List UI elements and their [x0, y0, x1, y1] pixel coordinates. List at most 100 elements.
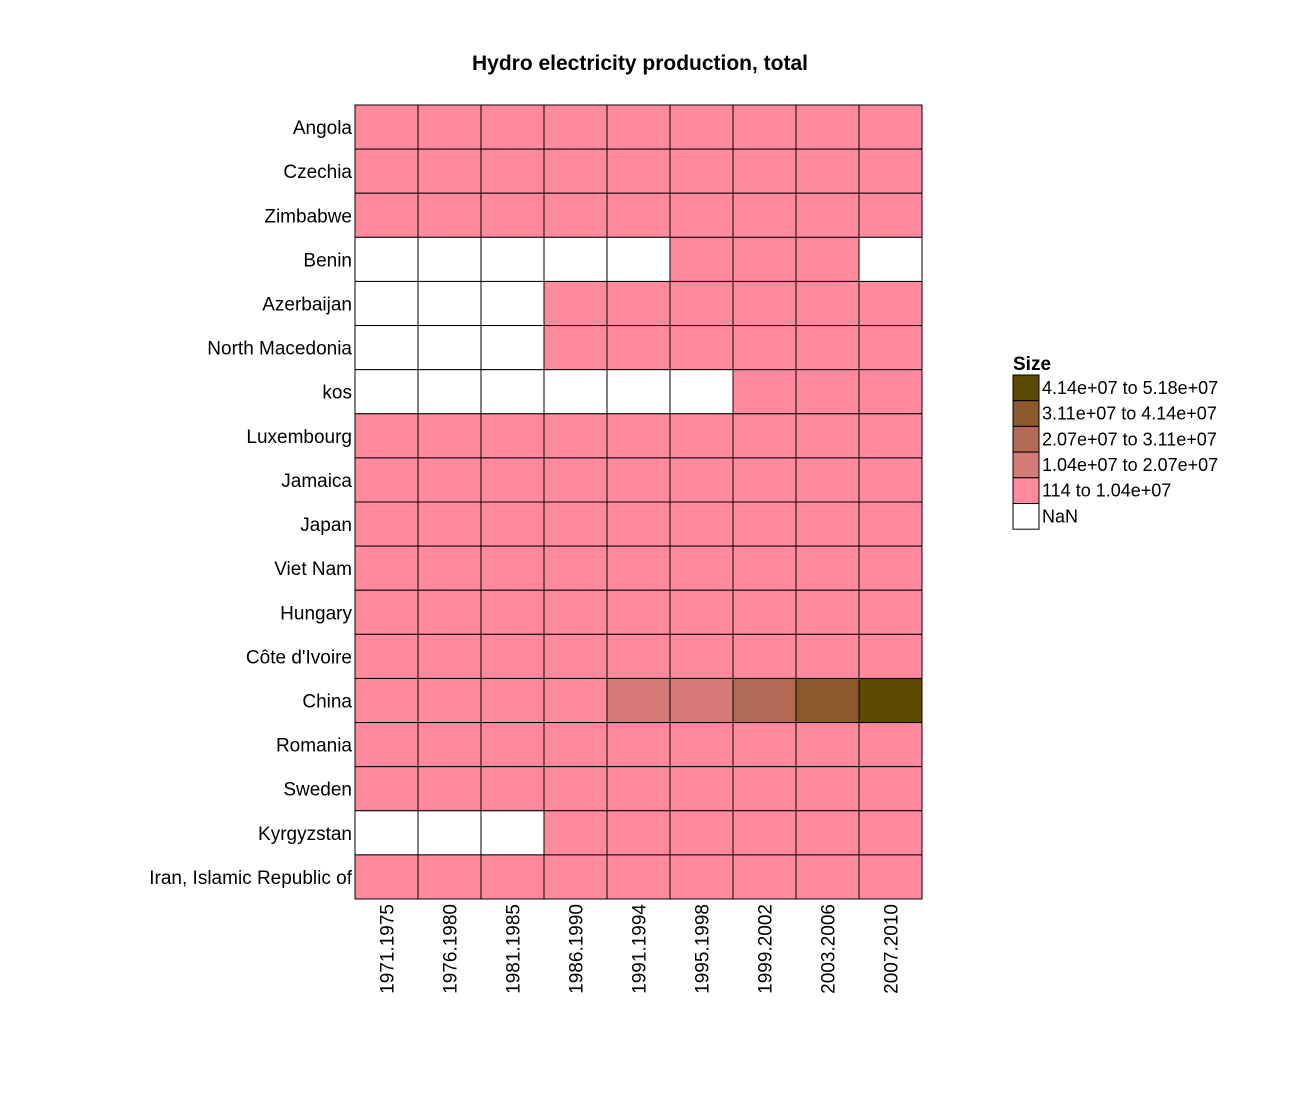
heatmap-cell [795, 369, 860, 415]
heatmap-cell [480, 236, 545, 282]
heatmap-cell [543, 810, 608, 856]
heatmap-cell [858, 589, 923, 635]
heatmap-cell [480, 280, 545, 327]
column-label: 1981.1985 [504, 904, 525, 994]
row-labels: Angola Czechia Zimbabwe Benin Azerbaijan Nort… [149, 118, 352, 889]
legend-swatch [1012, 425, 1040, 453]
heatmap-cell [732, 325, 797, 371]
heatmap-cell [795, 325, 860, 371]
heatmap-cell [417, 677, 482, 724]
heatmap-cell [480, 854, 545, 900]
row-label: Kyrgyzstan [258, 824, 352, 845]
chart-title: Hydro electricity production, total [472, 52, 808, 75]
heatmap-cell [795, 854, 860, 900]
legend-label: 114 to 1.04e+07 [1042, 481, 1171, 501]
row-label: Japan [300, 515, 352, 536]
heatmap-cell [669, 810, 734, 856]
heatmap-cell [480, 104, 545, 150]
heatmap-cell [354, 810, 419, 856]
heatmap-cell [480, 325, 545, 371]
heatmap-cell [543, 148, 608, 194]
heatmap-cell [732, 545, 797, 591]
row-label: Côte d'Ivoire [246, 647, 352, 668]
heatmap-cell [417, 589, 482, 635]
heatmap-cell [795, 104, 860, 150]
heatmap-cell [606, 369, 671, 415]
heatmap-cell [669, 369, 734, 415]
heatmap-cell [858, 280, 923, 327]
heatmap-cell [732, 148, 797, 194]
heatmap-cell [417, 325, 482, 371]
column-label: 1995.1998 [693, 904, 714, 994]
heatmap-cell [732, 633, 797, 679]
row-label: Viet Nam [274, 559, 352, 580]
heatmap-cell [795, 545, 860, 591]
row-label: North Macedonia [207, 339, 352, 360]
heatmap-cell [795, 280, 860, 327]
legend-items: 4.14e+07 to 5.18e+07 3.11e+07 to 4.14e+07… [1012, 374, 1218, 530]
heatmap-cell [858, 457, 923, 503]
heatmap-cell [543, 192, 608, 238]
legend-swatch [1012, 374, 1040, 402]
heatmap-cell [606, 589, 671, 635]
heatmap-cell [795, 810, 860, 856]
heatmap-cell [606, 633, 671, 679]
heatmap-cell [858, 722, 923, 768]
heatmap-cell [417, 236, 482, 282]
heatmap-cell [606, 148, 671, 194]
heatmap-cell [480, 589, 545, 635]
heatmap-cell [669, 457, 734, 503]
heatmap-cell [858, 501, 923, 547]
column-label: 1976.1980 [441, 904, 462, 994]
heatmap-cell [606, 236, 671, 282]
heatmap-cell [606, 501, 671, 547]
heatmap-cell [795, 192, 860, 238]
heatmap-cell [669, 589, 734, 635]
row-label: Iran, Islamic Republic of [149, 868, 352, 889]
heatmap-cell [669, 766, 734, 812]
heatmap-cell [732, 457, 797, 503]
row-label: Sweden [283, 780, 352, 801]
heatmap-cell [795, 722, 860, 768]
legend-label: 2.07e+07 to 3.11e+07 [1042, 429, 1217, 449]
heatmap-cell [795, 766, 860, 812]
row-label: Czechia [283, 162, 352, 183]
heatmap-cell [480, 766, 545, 812]
heatmap-cell [543, 104, 608, 150]
row-label: Angola [293, 118, 353, 139]
heatmap-cell [543, 369, 608, 415]
heatmap-cell [858, 325, 923, 371]
heatmap-cell [354, 677, 419, 724]
heatmap-cell [858, 545, 923, 591]
heatmap-cell [732, 369, 797, 415]
legend: Size 4.14e+07 to 5.18e+07 3.11e+07 to 4.1… [1012, 354, 1218, 530]
heatmap-cell [732, 722, 797, 768]
heatmap-cell [480, 413, 545, 459]
heatmap-cell [669, 236, 734, 282]
heatmap-cell [543, 722, 608, 768]
heatmap-cell [543, 236, 608, 282]
heatmap-cell [669, 854, 734, 900]
heatmap-cell [606, 280, 671, 327]
heatmap-cell [417, 766, 482, 812]
legend-label: 1.04e+07 to 2.07e+07 [1042, 455, 1218, 475]
heatmap-cell [606, 457, 671, 503]
heatmap-cell [543, 280, 608, 327]
heatmap-cell [480, 677, 545, 724]
column-label: 1971.1975 [378, 904, 399, 994]
column-label: 1991.1994 [630, 904, 651, 994]
heatmap-cell [606, 545, 671, 591]
heatmap-cell [417, 810, 482, 856]
heatmap-cell [354, 148, 419, 194]
heatmap-cell [354, 192, 419, 238]
heatmap-cell [480, 148, 545, 194]
column-label: 2003.2006 [819, 904, 840, 994]
heatmap-cell [417, 192, 482, 238]
heatmap-cell [543, 457, 608, 503]
heatmap-cell [543, 589, 608, 635]
heatmap-cell [858, 192, 923, 238]
heatmap-cell [417, 148, 482, 194]
heatmap-cell [858, 369, 923, 415]
heatmap-cell [732, 501, 797, 547]
heatmap-cell [732, 192, 797, 238]
